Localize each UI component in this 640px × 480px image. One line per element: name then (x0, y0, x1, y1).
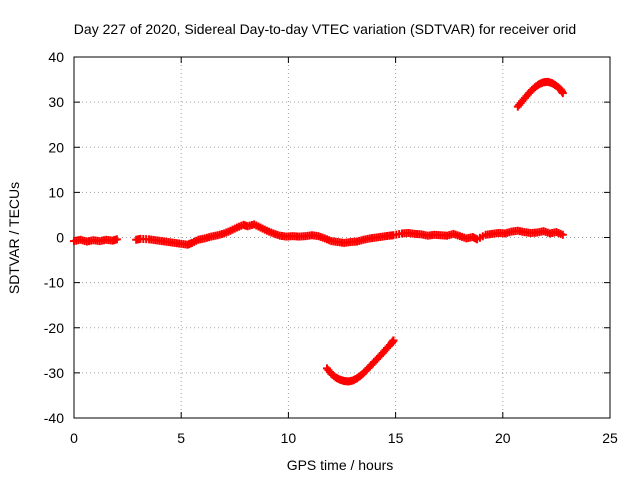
y-tick-label: 10 (48, 184, 64, 200)
x-tick-label: 15 (388, 430, 404, 446)
tick-layer: 0 5 10 15 20 25 -40 -30 -20 -10 0 10 20 30 40 (44, 49, 618, 446)
chart-title: Day 227 of 2020, Sidereal Day-to-day VTE… (74, 21, 576, 37)
y-axis-label: SDTVAR / TECUs (6, 182, 22, 294)
y-tick-label: -40 (44, 410, 64, 426)
x-tick-label: 20 (495, 430, 511, 446)
y-tick-label: 40 (48, 49, 64, 65)
data-point-lower-arc (389, 336, 398, 345)
y-tick-label: -30 (44, 365, 64, 381)
data-point-upper-arc (558, 89, 567, 98)
y-tick-label: 20 (48, 139, 64, 155)
x-tick-label: 25 (602, 430, 618, 446)
y-tick-label: -20 (44, 320, 64, 336)
marker-layer (70, 77, 567, 386)
x-tick-label: 5 (177, 430, 185, 446)
y-tick-label: 30 (48, 94, 64, 110)
grid-layer (74, 57, 610, 418)
y-tick-label: 0 (56, 230, 64, 246)
x-tick-label: 10 (281, 430, 297, 446)
y-tick-label: -10 (44, 275, 64, 291)
x-tick-label: 0 (70, 430, 78, 446)
x-axis-label: GPS time / hours (287, 457, 394, 473)
data-point-main-band (558, 230, 567, 239)
data-point-main-band (112, 235, 121, 244)
